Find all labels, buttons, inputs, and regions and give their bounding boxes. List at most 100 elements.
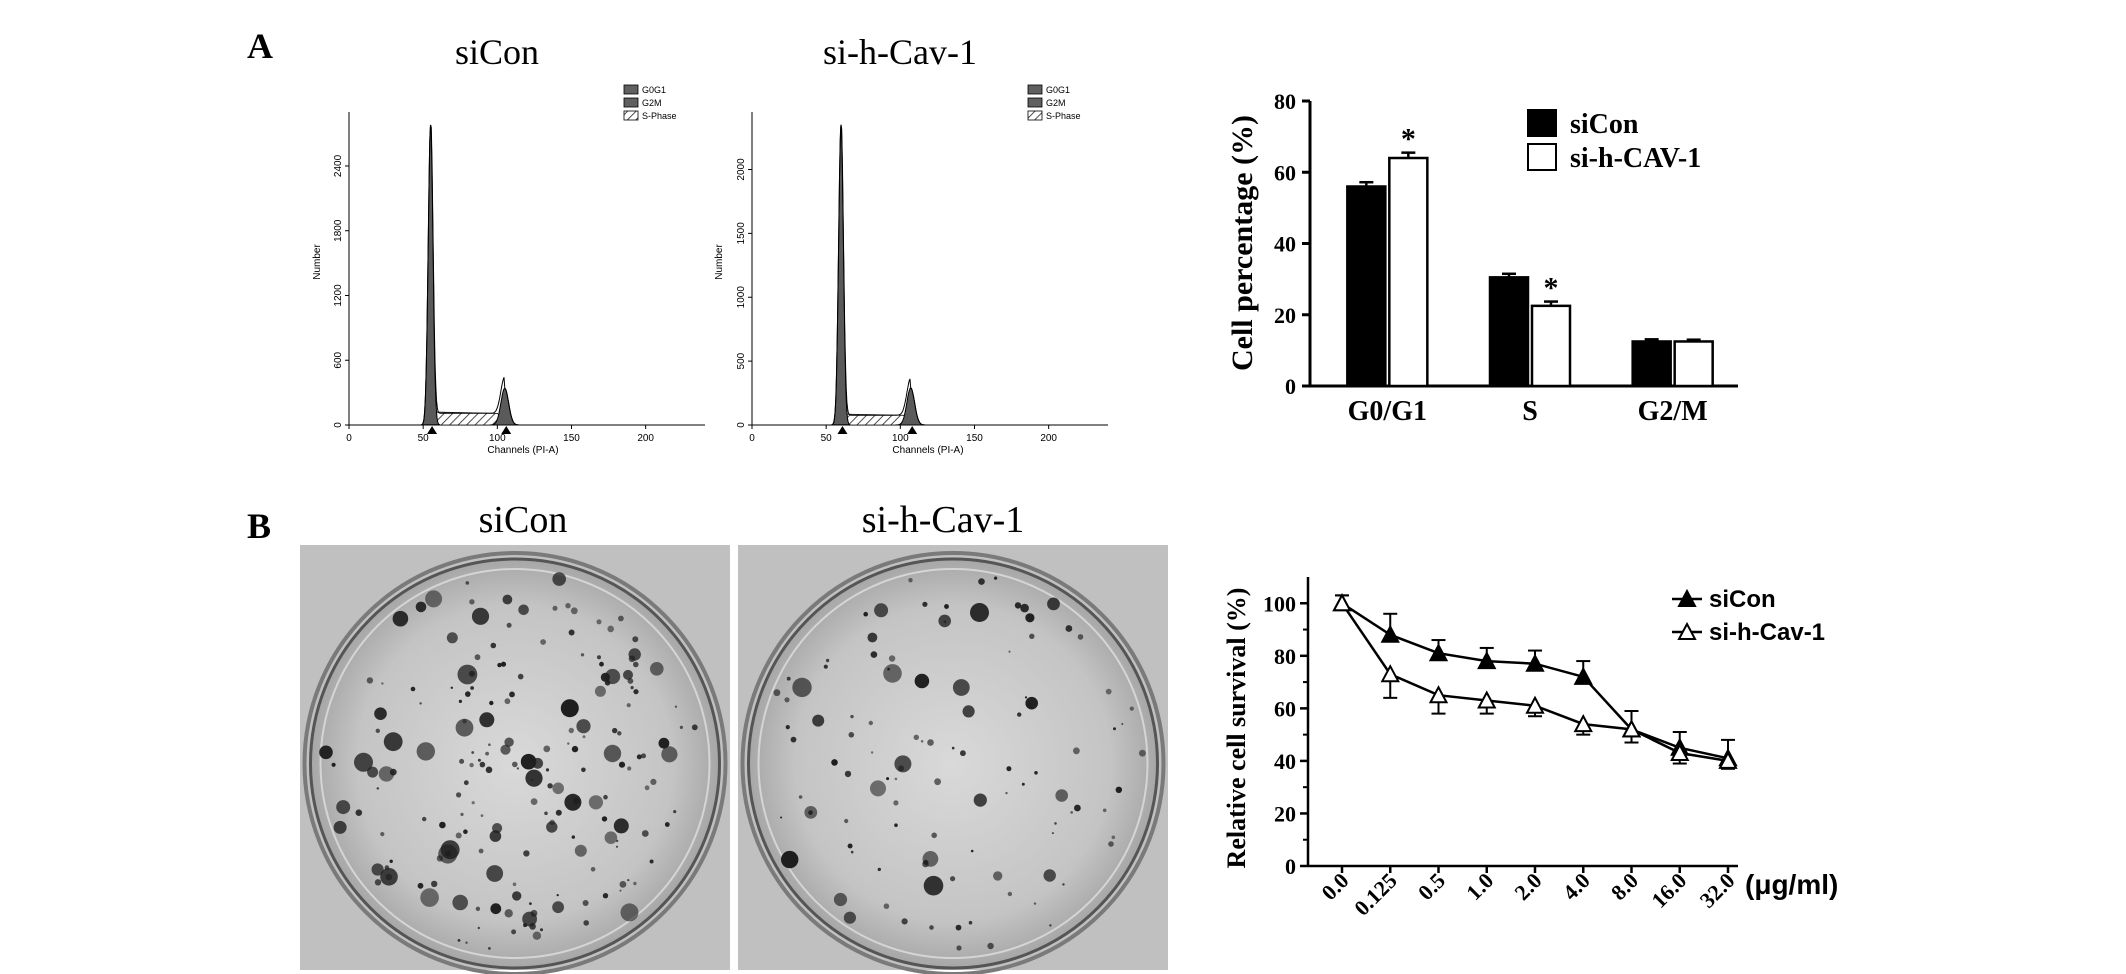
colony xyxy=(465,581,470,585)
colony xyxy=(633,881,637,886)
histogram-outline xyxy=(811,124,938,426)
colony xyxy=(478,848,484,854)
legend-label-g2m: G2M xyxy=(642,98,662,108)
colony xyxy=(597,655,601,660)
open-triangle-marker xyxy=(1477,690,1497,709)
open-triangle-marker xyxy=(1525,695,1545,714)
colony xyxy=(888,655,896,662)
series-line xyxy=(1341,602,1729,760)
colony xyxy=(1047,597,1060,611)
colony xyxy=(620,903,639,922)
y-tick-label: 2000 xyxy=(736,158,747,181)
colony xyxy=(552,901,564,914)
legend-swatch-g2m xyxy=(623,97,639,108)
y-tick-label: 40 xyxy=(1274,749,1296,774)
colony xyxy=(962,705,975,718)
x-tick-label: 200 xyxy=(1040,433,1057,444)
bar-legend: siCon si-h-CAV-1 xyxy=(1527,109,1701,174)
colony xyxy=(1111,835,1116,840)
colony xyxy=(450,686,453,689)
dish-rim xyxy=(302,551,728,974)
colony xyxy=(618,761,626,768)
colony xyxy=(415,601,427,613)
legend-label-g0g1: G0G1 xyxy=(642,85,666,95)
colony xyxy=(994,576,998,580)
significance-label: * xyxy=(1401,123,1416,156)
colony xyxy=(596,619,602,625)
legend-swatch-si-h-cav-1 xyxy=(1527,143,1557,171)
photo-title-si-h-cav-1: si-h-Cav-1 xyxy=(862,499,1025,541)
y-tick-label: 500 xyxy=(736,352,747,369)
culture-dish-photo xyxy=(300,545,730,974)
colony xyxy=(420,888,439,907)
colony xyxy=(556,894,559,897)
colony xyxy=(460,812,464,817)
histogram-plot: 0 50 100 150 200 0 600 1200 1800 2400 xyxy=(333,112,705,444)
legend-swatch-sicon xyxy=(1527,109,1557,137)
histogram-legend: G0G1 G2M S-Phase xyxy=(1027,84,1081,121)
x-tick-label: 0.0 xyxy=(1316,868,1353,905)
colony xyxy=(1033,902,1037,905)
colony xyxy=(636,754,642,760)
filled-triangle-marker xyxy=(1380,624,1400,643)
y-tick-label: 20 xyxy=(1274,801,1296,826)
colony xyxy=(452,894,469,911)
colony xyxy=(463,780,469,786)
colony xyxy=(530,909,538,917)
colony xyxy=(952,679,970,696)
colony xyxy=(1074,804,1081,812)
colony xyxy=(632,636,639,643)
colony xyxy=(831,759,838,766)
colony xyxy=(436,855,444,862)
histogram-title: siCon xyxy=(455,32,539,72)
colony xyxy=(523,923,528,928)
bar xyxy=(1388,156,1429,388)
colony xyxy=(485,751,489,756)
colony xyxy=(1105,688,1112,695)
open-triangle-marker xyxy=(1621,719,1642,738)
colony xyxy=(792,677,812,698)
colony xyxy=(847,843,853,849)
panel-label-a: A xyxy=(247,26,273,66)
colony xyxy=(1077,634,1084,640)
x-tick-label: 50 xyxy=(821,433,833,444)
colony xyxy=(883,903,890,909)
x-tick-label: 32.0 xyxy=(1695,868,1740,913)
colony xyxy=(576,719,591,734)
colony xyxy=(607,625,614,633)
colony xyxy=(458,699,462,704)
colony xyxy=(489,700,494,706)
x-tick-label: 150 xyxy=(563,433,580,444)
colony xyxy=(333,820,347,834)
photo-title-sicon: siCon xyxy=(479,499,568,541)
colony xyxy=(633,661,639,668)
colony xyxy=(416,742,435,761)
x-tick-label: 100 xyxy=(892,433,909,444)
colony xyxy=(1051,832,1054,835)
colony xyxy=(641,830,649,837)
colony xyxy=(544,811,548,816)
colony xyxy=(960,750,966,757)
y-tick-label: 0 xyxy=(1285,854,1296,879)
colony xyxy=(546,821,558,833)
colony xyxy=(497,662,502,668)
y-tick-label: 80 xyxy=(1274,89,1296,114)
colony xyxy=(650,662,664,676)
colony xyxy=(883,664,902,683)
colony xyxy=(465,941,468,944)
legend-label-sicon: siCon xyxy=(1709,586,1776,613)
colony xyxy=(923,875,944,896)
colony xyxy=(1025,696,1038,710)
colony xyxy=(410,686,416,692)
colony xyxy=(950,876,956,882)
colony xyxy=(571,745,579,753)
bar xyxy=(1530,304,1572,388)
colony xyxy=(457,939,461,942)
y-tick-label: 1000 xyxy=(736,286,747,309)
colony xyxy=(1020,603,1029,613)
colony xyxy=(336,800,351,815)
legend-label-s-phase: S-Phase xyxy=(642,111,677,121)
colony xyxy=(867,632,878,643)
colony xyxy=(392,610,409,627)
